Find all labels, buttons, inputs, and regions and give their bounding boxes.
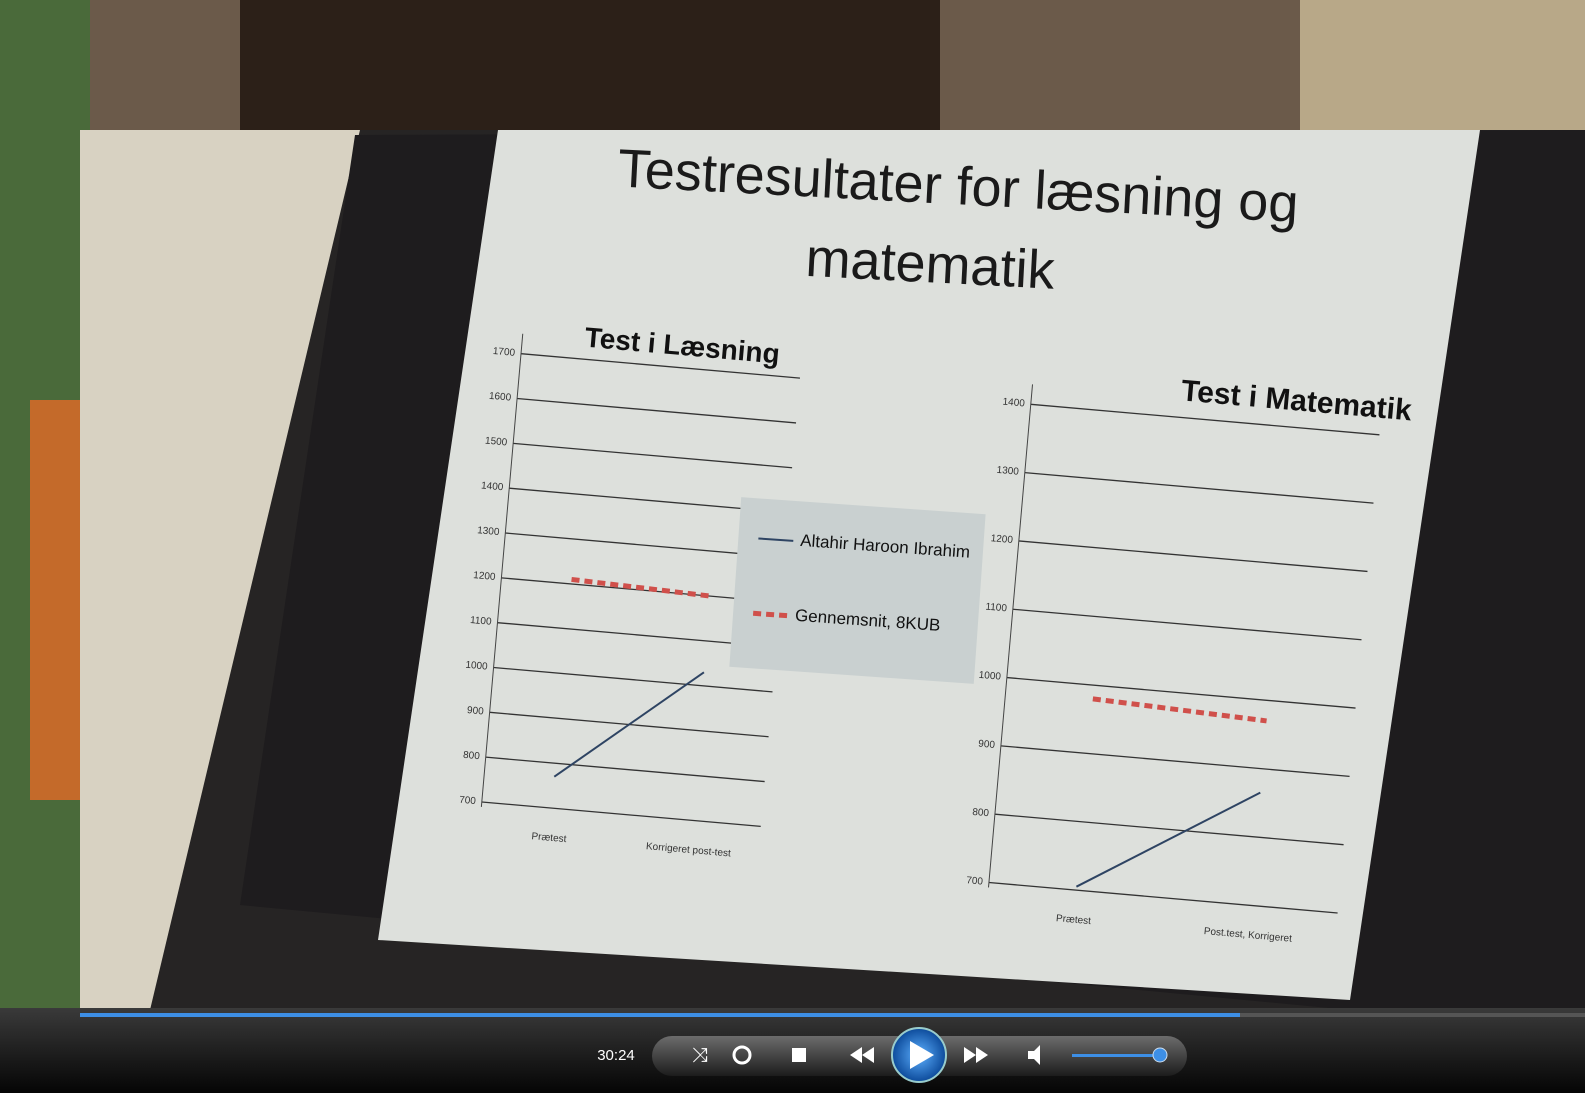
y-tick-label: 1200 — [990, 533, 1014, 546]
y-tick-label: 1500 — [485, 436, 509, 449]
y-tick-label: 1000 — [465, 660, 489, 673]
volume-thumb[interactable] — [1152, 1047, 1168, 1063]
slide-title: matematik — [804, 228, 1057, 301]
y-tick-label: 800 — [972, 807, 990, 819]
x-tick-label: Prætest — [531, 831, 567, 845]
grid-line — [485, 756, 765, 783]
seek-progress[interactable] — [80, 1013, 1240, 1017]
y-tick-label: 1200 — [473, 570, 497, 583]
grid-line — [493, 666, 773, 693]
grid-line — [1000, 745, 1350, 778]
grid-line — [988, 881, 1338, 914]
series-line — [553, 671, 705, 778]
y-tick-label: 1300 — [996, 465, 1020, 478]
grid-line — [1030, 403, 1380, 436]
grid-line — [1012, 608, 1362, 641]
background-wall — [1300, 0, 1585, 130]
grid-line — [1024, 471, 1374, 504]
y-tick-label: 700 — [966, 875, 984, 887]
grid-line — [520, 353, 801, 379]
y-tick-label: 1000 — [978, 670, 1002, 683]
y-axis — [480, 333, 524, 808]
previous-button[interactable] — [850, 1047, 862, 1063]
repeat-button[interactable] — [732, 1045, 752, 1065]
legend-swatch — [752, 610, 789, 619]
stop-button[interactable] — [792, 1048, 806, 1062]
y-tick-label: 1400 — [481, 480, 505, 493]
y-tick-label: 1600 — [488, 391, 512, 404]
legend-box — [729, 497, 986, 684]
x-tick-label: Prætest — [1056, 913, 1092, 927]
grid-line — [1018, 540, 1368, 573]
mute-button[interactable] — [1028, 1045, 1040, 1065]
series-line — [1075, 791, 1261, 888]
grid-line — [517, 397, 797, 424]
time-display: 30:24 — [597, 1047, 635, 1064]
previous-button-part — [862, 1047, 874, 1063]
grid-line — [513, 442, 793, 469]
series-line — [571, 576, 711, 599]
books — [30, 400, 80, 800]
y-tick-label: 900 — [978, 739, 996, 751]
series-line — [1092, 696, 1267, 724]
grid-line — [481, 801, 761, 828]
grid-line — [1006, 676, 1356, 709]
next-button[interactable] — [964, 1047, 976, 1063]
y-tick-label: 900 — [467, 705, 485, 717]
hair — [240, 0, 940, 130]
volume-track[interactable] — [1072, 1054, 1162, 1057]
shuffle-button[interactable]: ⤨ — [692, 1044, 708, 1066]
y-tick-label: 700 — [459, 795, 477, 807]
y-tick-label: 1300 — [477, 525, 501, 538]
y-tick-label: 1700 — [492, 346, 516, 359]
grid-line — [497, 622, 777, 648]
y-tick-label: 800 — [463, 750, 481, 762]
play-icon — [910, 1041, 934, 1069]
y-tick-label: 1400 — [1002, 397, 1026, 410]
y-tick-label: 1100 — [985, 602, 1008, 615]
y-tick-label: 1100 — [470, 615, 493, 628]
legend-swatch — [758, 537, 794, 542]
next-button-part — [976, 1047, 988, 1063]
grid-line — [994, 813, 1344, 846]
y-axis — [988, 384, 1034, 888]
